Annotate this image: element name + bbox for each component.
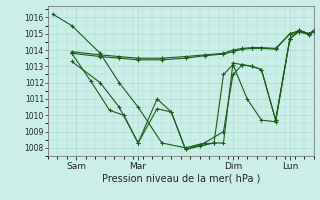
X-axis label: Pression niveau de la mer( hPa ): Pression niveau de la mer( hPa ) — [102, 173, 260, 183]
